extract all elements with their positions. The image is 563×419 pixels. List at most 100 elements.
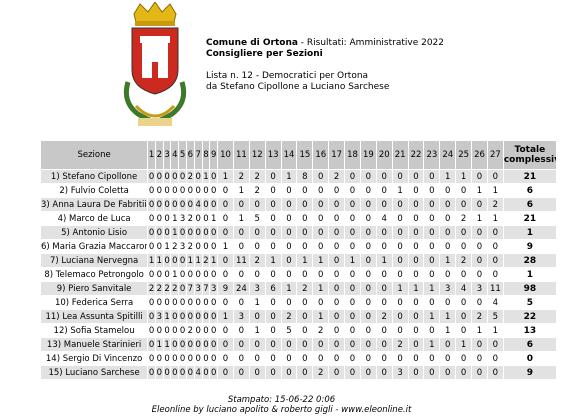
vote-cell: 0 <box>148 296 155 309</box>
vote-cell: 0 <box>456 366 472 379</box>
vote-cell: 0 <box>179 268 186 281</box>
vote-cell: 0 <box>376 198 392 211</box>
vote-cell: 1 <box>163 338 171 351</box>
total-cell: 6 <box>503 338 556 351</box>
vote-cell: 0 <box>360 338 376 351</box>
vote-cell: 1 <box>202 170 210 183</box>
vote-cell: 0 <box>297 184 313 197</box>
vote-cell: 1 <box>456 338 472 351</box>
vote-cell: 4 <box>194 198 202 211</box>
vote-cell: 3 <box>249 282 265 295</box>
vote-cell: 0 <box>218 212 233 225</box>
vote-cell: 0 <box>297 352 313 365</box>
vote-cell: 1 <box>440 310 456 323</box>
vote-cell: 2 <box>313 324 329 337</box>
vote-cell: 0 <box>171 310 179 323</box>
vote-cell: 0 <box>281 268 297 281</box>
vote-cell: 1 <box>487 212 503 225</box>
vote-cell: 0 <box>233 352 249 365</box>
vote-cell: 0 <box>249 226 265 239</box>
vote-cell: 0 <box>297 240 313 253</box>
vote-cell: 0 <box>210 170 218 183</box>
column-header: 14 <box>281 141 297 169</box>
vote-cell: 1 <box>472 184 487 197</box>
vote-cell: 0 <box>194 352 202 365</box>
candidate-row: 4) Marco de Luca 0 0 0 1 3 2 0 0 1 0 1 5 0 0 0 0 0 0 0 4 0 0 0 0… <box>41 212 556 225</box>
vote-cell: 0 <box>392 226 408 239</box>
vote-cell: 0 <box>376 226 392 239</box>
vote-cell: 0 <box>202 366 210 379</box>
vote-cell: 0 <box>487 352 503 365</box>
vote-cell: 1 <box>233 212 249 225</box>
column-header: 4 <box>171 141 179 169</box>
logo <box>123 2 187 126</box>
vote-cell: 0 <box>424 184 440 197</box>
vote-cell: 0 <box>345 240 360 253</box>
vote-cell: 0 <box>249 366 265 379</box>
vote-cell: 3 <box>179 240 186 253</box>
total-cell: 9 <box>503 240 556 253</box>
candidate-row: 9) Piero Sanvitale 2 2 2 2 0 7 3 7 3 9 24 3 6 1 2 1 0 0 0 0 1… <box>41 282 556 295</box>
vote-cell: 0 <box>392 310 408 323</box>
vote-cell: 0 <box>163 324 171 337</box>
vote-cell: 0 <box>392 268 408 281</box>
vote-cell: 0 <box>202 324 210 337</box>
vote-cell: 0 <box>155 296 163 309</box>
vote-cell: 1 <box>424 310 440 323</box>
vote-cell: 0 <box>194 296 202 309</box>
vote-cell: 0 <box>218 324 233 337</box>
vote-cell: 0 <box>472 338 487 351</box>
vote-cell: 0 <box>408 170 424 183</box>
vote-cell: 1 <box>163 240 171 253</box>
vote-cell: 2 <box>329 170 345 183</box>
vote-cell: 0 <box>440 240 456 253</box>
vote-cell: 0 <box>424 170 440 183</box>
vote-cell: 0 <box>313 240 329 253</box>
vote-cell: 0 <box>440 184 456 197</box>
vote-cell: 0 <box>297 296 313 309</box>
column-header: 16 <box>313 141 329 169</box>
vote-cell: 0 <box>487 338 503 351</box>
vote-cell: 0 <box>360 170 376 183</box>
vote-cell: 9 <box>218 282 233 295</box>
vote-cell: 0 <box>360 268 376 281</box>
vote-cell: 0 <box>313 352 329 365</box>
vote-cell: 0 <box>210 226 218 239</box>
column-header: 7 <box>194 141 202 169</box>
vote-cell: 0 <box>194 268 202 281</box>
vote-cell: 1 <box>297 254 313 267</box>
vote-cell: 0 <box>281 338 297 351</box>
vote-cell: 3 <box>392 366 408 379</box>
vote-cell: 0 <box>329 310 345 323</box>
vote-cell: 0 <box>392 324 408 337</box>
vote-cell: 0 <box>487 170 503 183</box>
vote-cell: 0 <box>218 226 233 239</box>
vote-cell: 0 <box>194 240 202 253</box>
vote-cell: 0 <box>376 366 392 379</box>
vote-cell: 0 <box>424 254 440 267</box>
list-name: Lista n. 12 - Democratici per Ortona <box>206 71 369 81</box>
vote-cell: 0 <box>171 366 179 379</box>
vote-cell: 0 <box>345 296 360 309</box>
vote-cell: 0 <box>194 184 202 197</box>
vote-cell: 6 <box>265 282 281 295</box>
vote-cell: 1 <box>313 310 329 323</box>
vote-cell: 2 <box>155 282 163 295</box>
vote-cell: 0 <box>424 240 440 253</box>
candidate-row: 3) Anna Laura De Fabritiis 0 0 0 0 0 0 4 0 0 0 0 0 0 0… <box>41 198 556 211</box>
vote-cell: 1 <box>218 170 233 183</box>
vote-cell: 0 <box>194 310 202 323</box>
vote-cell: 0 <box>440 212 456 225</box>
candidate-name: 7) Luciana Nervegna <box>41 254 148 267</box>
vote-cell: 0 <box>187 296 194 309</box>
vote-cell: 0 <box>249 268 265 281</box>
results-table: Sezione 1 2 3 4 5 6 7 8 9 10 11 12 13 14 15 16 17 18 19 20 21… <box>40 140 557 380</box>
column-header: 9 <box>210 141 218 169</box>
vote-cell: 2 <box>313 366 329 379</box>
vote-cell: 0 <box>202 184 210 197</box>
vote-cell: 0 <box>179 170 186 183</box>
vote-cell: 0 <box>179 352 186 365</box>
vote-cell: 0 <box>233 198 249 211</box>
vote-cell: 0 <box>179 366 186 379</box>
vote-cell: 0 <box>345 338 360 351</box>
